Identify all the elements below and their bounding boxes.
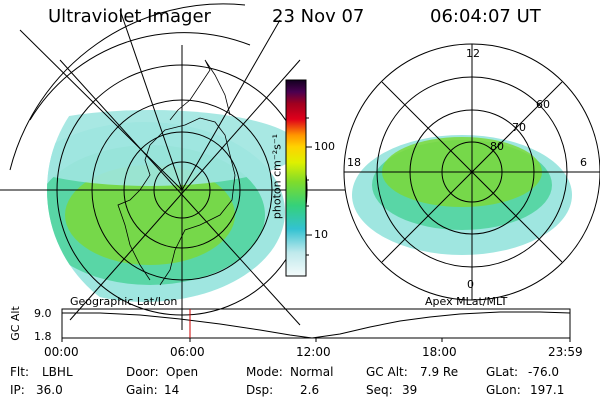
date-label: 23 Nov 07 — [272, 6, 365, 27]
param-glat-label: GLat: — [486, 365, 519, 379]
param-door-value: Open — [166, 365, 199, 379]
right-panel-caption: Apex MLat/MLT — [425, 295, 508, 308]
param-seq-value: 39 — [402, 383, 418, 397]
instrument-title: Ultraviolet Imager — [48, 6, 211, 27]
altitude-ytick-1-8: 1.8 — [34, 330, 52, 343]
colorbar-ticks — [306, 117, 312, 256]
altitude-ylabel: GC Alt — [8, 306, 22, 341]
param-door-label: Door: — [126, 365, 159, 379]
time-label: 06:04:07 UT — [430, 6, 541, 27]
colorbar — [285, 79, 307, 277]
colorbar-label: photon cm⁻²s⁻¹ — [270, 133, 284, 220]
param-gcalt-value: 7.9 Re — [420, 365, 459, 379]
coastline — [117, 59, 236, 286]
param-mode-value: Normal — [290, 365, 334, 379]
altitude-curve — [62, 311, 571, 339]
param-dsp-label: Dsp: — [246, 383, 274, 397]
param-glat-value: -76.0 — [528, 365, 560, 379]
param-ip-label: IP: — [10, 383, 25, 397]
mlt-label-top: 12 — [466, 47, 480, 60]
altitude-xtick-0000: 00:00 — [44, 345, 79, 359]
lat-label-60: 60 — [536, 98, 550, 111]
altitude-xtick-1800: 18:00 — [422, 345, 457, 359]
lat-label-70: 70 — [512, 121, 526, 134]
param-ip-value: 36.0 — [36, 383, 63, 397]
altitude-ytick-9: 9.0 — [34, 307, 52, 320]
left-panel-caption: Geographic Lat/Lon — [70, 295, 178, 308]
param-gcalt-label: GC Alt: — [366, 365, 408, 379]
param-glon-value: 197.1 — [530, 383, 565, 397]
param-seq-label: Seq: — [366, 383, 393, 397]
mlt-label-left: 18 — [347, 156, 361, 169]
lat-label-80: 80 — [490, 140, 504, 153]
param-flt-label: Flt: — [10, 365, 29, 379]
param-dsp-value: 2.6 — [300, 383, 320, 397]
altitude-xtick-0600: 06:00 — [170, 345, 205, 359]
altitude-plot — [61, 308, 571, 342]
param-gain-value: 14 — [164, 383, 180, 397]
colorbar-tick-100: 100 — [314, 140, 335, 153]
mlt-label-right: 6 — [580, 156, 587, 169]
altitude-xtick-2359: 23:59 — [548, 345, 583, 359]
magnetic-polar-plot — [343, 43, 600, 301]
param-mode-label: Mode: — [246, 365, 283, 379]
mlt-label-bottom: 0 — [467, 278, 474, 291]
altitude-xtick-1200: 12:00 — [296, 345, 331, 359]
param-glon-label: GLon: — [486, 383, 521, 397]
param-gain-label: Gain: — [126, 383, 158, 397]
colorbar-tick-10: 10 — [314, 228, 328, 241]
param-flt-value: LBHL — [42, 365, 73, 379]
